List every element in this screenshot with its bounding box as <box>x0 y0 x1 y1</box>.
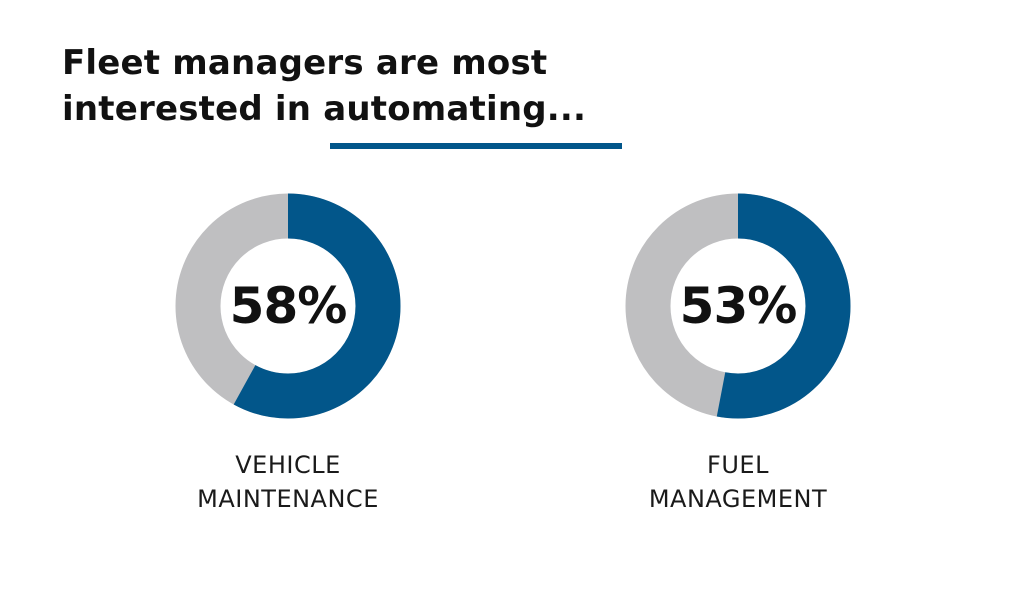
donut-value-label-1: 58% <box>229 277 348 335</box>
donut-value-arc-1 <box>175 193 401 419</box>
donut-chart-vehicle-maintenance: 58% <box>174 192 402 420</box>
category-label-2-line-1: FUEL <box>707 451 769 479</box>
title-line-1: Fleet managers are most <box>62 43 548 83</box>
category-label-1-line-2: MAINTENANCE <box>197 485 379 513</box>
title-underline <box>330 143 622 149</box>
donut-svg-2 <box>625 193 851 419</box>
donut-svg-1 <box>175 193 401 419</box>
category-label-1-line-1: VEHICLE <box>235 451 341 479</box>
donut-value-arc-2 <box>625 193 851 419</box>
donut-chart-fuel-management: 53% <box>624 192 852 420</box>
title-line-2: interested in automating... <box>62 89 587 129</box>
category-label-fuel-management: FUEL MANAGEMENT <box>588 448 888 516</box>
category-label-vehicle-maintenance: VEHICLE MAINTENANCE <box>138 448 438 516</box>
category-label-2-line-2: MANAGEMENT <box>648 485 828 513</box>
chart-title: Fleet managers are most interested in au… <box>62 40 586 132</box>
donut-value-label-2: 53% <box>679 277 798 335</box>
